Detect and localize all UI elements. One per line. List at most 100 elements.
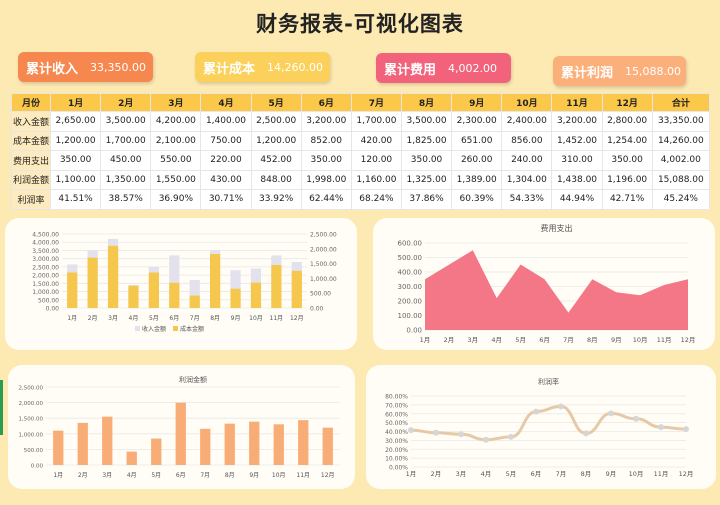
table-header-row: 月份 1月 2月 3月 4月 5月 6月 7月 8月 9月 10月 11月 12月 合计 [11,93,711,112]
x-tick-label: 6月 [539,336,550,344]
x-tick-label: 9月 [606,470,617,478]
sheet-edge-marker [0,380,3,435]
bar-cost [148,272,159,308]
table-cell: 848.00 [250,169,302,190]
row-label: 成本金额 [11,130,51,151]
table-cell: 33,350.00 [651,111,711,132]
y-tick-label: 0.00% [389,465,408,472]
table-cell: 42.71% [601,189,653,210]
table-cell: 1,304.00 [501,169,553,190]
table-cell: 350.00 [49,150,102,171]
chart-panel-revenue-cost: 0.00 500.00 1,000.00 1,500.00 2,000.00 2,500.… [5,218,357,350]
y-tick-label: 200.00 [398,298,423,306]
column-header: 10月 [501,93,553,112]
y-tick-label: 50.00% [385,420,408,427]
table-cell: 240.00 [501,150,553,171]
bar-profit [200,428,211,465]
data-point-margin [633,415,639,422]
y-tick-label: 1,000.00 [310,276,337,283]
kpi-value: 14,260.00 [267,60,323,74]
x-tick-label: 6月 [169,315,179,322]
x-tick-label: 1月 [53,472,63,479]
x-tick-label: 5月 [151,472,161,479]
table-cell: 350.00 [300,150,352,171]
x-tick-label: 5月 [506,470,517,478]
table-cell: 420.00 [350,130,402,151]
row-label: 利润金额 [11,169,51,190]
table-cell: 2,500.00 [250,111,302,132]
row-label: 利润率 [11,189,51,210]
table-cell: 1,350.00 [100,169,152,190]
kpi-card-revenue: 累计收入 33,350.00 [18,52,153,82]
table-cell: 550.00 [150,150,202,171]
bar-profit [53,430,64,465]
finance-table: 月份 1月 2月 3月 4月 5月 6月 7月 8月 9月 10月 11月 12月 合计 收入金额 2,650… [11,93,711,210]
y-tick-label: 1,500.00 [32,281,59,288]
column-header: 4月 [200,93,252,112]
table-cell: 68.24% [350,189,402,210]
y-tick-label: 1,000.00 [19,432,44,438]
y-tick-label: 400.00 [398,269,423,277]
chart-panel-expense: 费用支出 0.00 100.00 200.00 300.00 400.00 500.00 60… [373,218,715,350]
legend-swatch-cost [173,326,178,331]
table-cell: 30.71% [200,189,252,210]
bar-profit [126,451,137,465]
table-row: 利润金额 1,100.00 1,350.00 1,550.00 430.00 848.00… [11,169,711,190]
bar-revenue [169,255,180,308]
y-tick-label: 2,000.00 [310,246,337,253]
column-header: 6月 [300,93,352,112]
table-cell: 14,260.00 [651,130,711,151]
table-cell: 3,200.00 [551,111,603,132]
table-cell: 220.00 [200,150,252,171]
legend-label-cost: 成本金额 [180,325,204,333]
table-cell: 1,400.00 [200,111,252,132]
x-tick-label: 1月 [67,315,77,322]
y-tick-label: 4,500.00 [32,232,59,239]
x-tick-label: 12月 [679,470,694,478]
x-tick-label: 8月 [210,315,220,322]
x-tick-label: 4月 [481,470,492,478]
table-cell: 452.00 [250,150,302,171]
column-header: 3月 [150,93,202,112]
table-cell: 2,300.00 [451,111,503,132]
expense-area-chart: 费用支出 0.00 100.00 200.00 300.00 400.00 500.00 60… [398,223,696,344]
bar-cost [210,253,221,308]
x-tick-label: 9月 [611,336,622,344]
kpi-value: 4,002.00 [448,61,497,75]
table-cell: 1,254.00 [601,130,653,151]
x-tick-label: 10月 [272,472,286,479]
x-tick-label: 7月 [200,472,210,479]
x-tick-label: 10月 [633,336,648,344]
y-tick-label: 500.00 [398,254,423,262]
data-point-margin [558,403,564,410]
table-cell: 44.94% [551,189,603,210]
y-tick-label: 2,000.00 [32,273,59,280]
table-cell: 4,002.00 [651,150,711,171]
bar-profit [224,423,235,465]
x-tick-label: 7月 [190,315,200,322]
table-cell: 1,389.00 [451,169,503,190]
bar-cost [169,282,180,308]
data-point-margin [433,429,439,436]
table-cell: 3,500.00 [400,111,453,132]
table-cell: 54.33% [501,189,553,210]
x-tick-label: 9月 [231,315,241,322]
bar-cost [230,288,241,308]
kpi-value: 33,350.00 [90,60,146,74]
kpi-card-cost: 累计成本 14,260.00 [195,52,330,82]
revenue-cost-chart: 0.00500.001,000.001,500.002,000.002,500.… [32,232,337,334]
table-cell: 1,825.00 [400,130,453,151]
x-tick-label: 1月 [406,470,417,478]
x-tick-label: 4月 [129,315,139,322]
table-row: 利润率 41.51% 38.57% 36.90% 30.71% 33.92% 62.44% 6… [11,189,711,210]
kpi-label: 累计费用 [384,62,437,78]
table-row: 费用支出 350.00 450.00 550.00 220.00 452.00 350.00… [11,150,711,171]
data-point-margin [658,424,664,431]
table-cell: 1,196.00 [601,169,653,190]
column-header: 11月 [551,93,603,112]
table-cell: 120.00 [350,150,402,171]
y-tick-label: 0.00 [31,464,44,470]
x-tick-label: 3月 [467,336,478,344]
bar-cost [291,270,302,308]
table-cell: 36.90% [150,189,202,210]
